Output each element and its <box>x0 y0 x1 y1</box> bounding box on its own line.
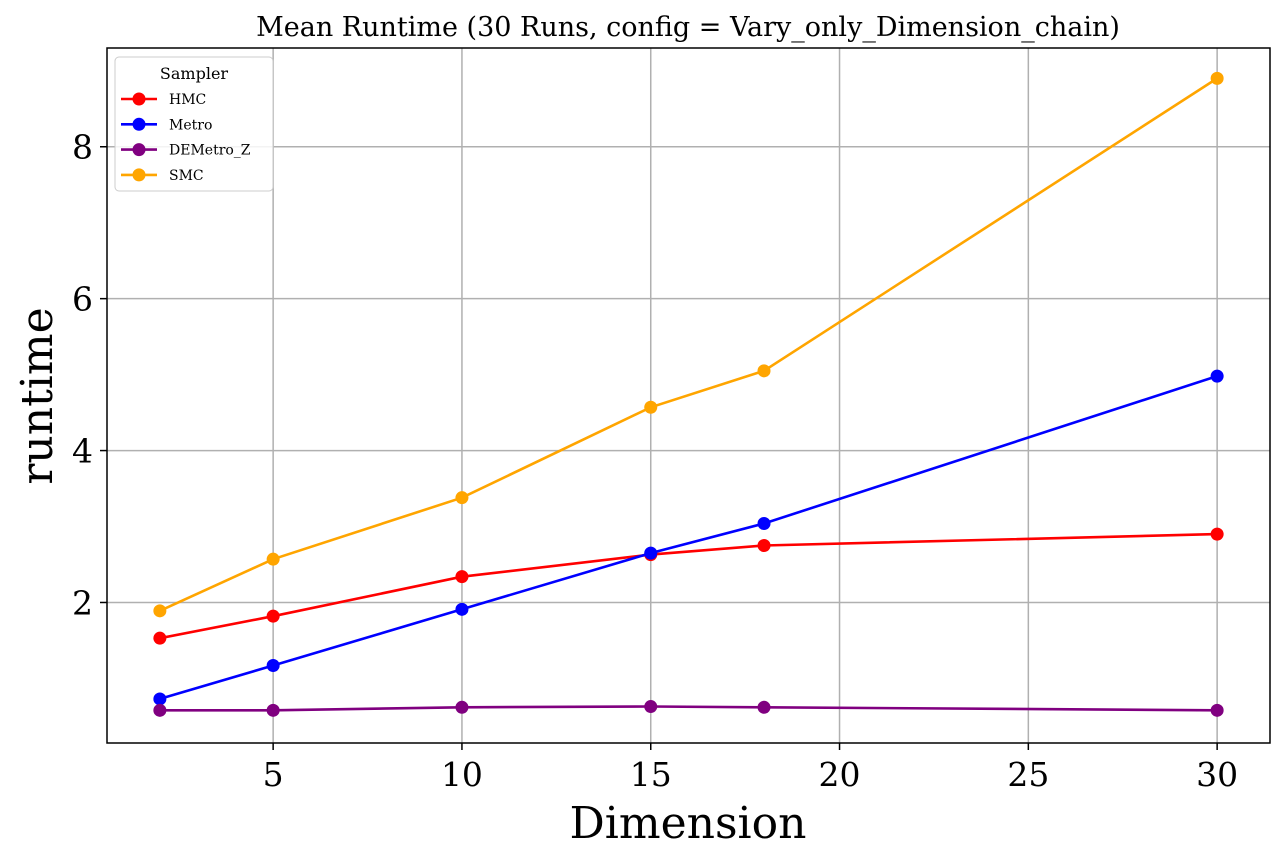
legend-marker <box>132 92 146 106</box>
data-point-demetro-z <box>153 703 167 717</box>
x-tick-label: 25 <box>1007 755 1049 794</box>
data-point-demetro-z <box>757 700 771 714</box>
data-point-smc <box>644 400 658 414</box>
legend-label: SMC <box>169 168 204 184</box>
data-point-metro <box>455 602 469 616</box>
x-tick-label: 15 <box>630 755 672 794</box>
legend-label: DEMetro_Z <box>169 143 251 159</box>
plot-frame <box>106 47 1271 744</box>
legend-item-smc: SMC <box>121 168 204 184</box>
data-point-demetro-z <box>266 703 280 717</box>
x-tick-label: 5 <box>263 755 284 794</box>
y-tick-label: 6 <box>72 280 93 319</box>
data-point-hmc <box>266 609 280 623</box>
legend-marker <box>132 143 146 157</box>
legend-box <box>114 56 274 192</box>
data-point-smc <box>153 604 167 618</box>
data-point-metro <box>757 516 771 530</box>
data-point-smc <box>1210 71 1224 85</box>
x-tick-label: 20 <box>819 755 861 794</box>
data-point-hmc <box>455 570 469 584</box>
data-point-demetro-z <box>455 700 469 714</box>
data-point-hmc <box>153 631 167 645</box>
chart-title: Mean Runtime (30 Runs, config = Vary_onl… <box>256 12 1120 43</box>
y-tick-label: 4 <box>72 432 93 471</box>
series-line-smc <box>159 77 1218 612</box>
legend-marker <box>132 168 146 182</box>
series-line-metro <box>159 374 1218 701</box>
data-point-metro <box>266 659 280 673</box>
y-tick-label: 2 <box>72 583 93 622</box>
x-axis-label: Dimension <box>570 798 807 849</box>
series-smc <box>153 71 1224 618</box>
y-axis-label: runtime <box>12 307 63 484</box>
data-point-smc <box>266 552 280 566</box>
legend-label: HMC <box>169 92 206 108</box>
legend-item-hmc: HMC <box>121 92 206 108</box>
legend-label: Metro <box>169 117 212 133</box>
data-point-smc <box>757 364 771 378</box>
data-point-demetro-z <box>644 700 658 714</box>
series-line-hmc <box>159 532 1218 640</box>
data-point-metro <box>1210 369 1224 383</box>
series-metro <box>153 369 1224 706</box>
legend-marker <box>132 117 146 131</box>
tick-layer: 5 10 15 20 25 30 2 4 6 8 <box>72 128 1238 794</box>
data-point-smc <box>455 491 469 505</box>
legend: Sampler HMC Metro DEMetro_Z SMC <box>114 56 274 192</box>
data-point-hmc <box>757 539 771 553</box>
x-tick-label: 10 <box>441 755 483 794</box>
data-point-hmc <box>1210 527 1224 541</box>
legend-item-demetro-z: DEMetro_Z <box>121 143 251 159</box>
series-demetro-z <box>153 700 1224 717</box>
y-tick-label: 8 <box>72 128 93 167</box>
data-point-metro <box>153 692 167 706</box>
data-point-metro <box>644 546 658 560</box>
x-tick-label: 30 <box>1196 755 1238 794</box>
grid-lines <box>107 48 1270 743</box>
series-line-demetro-z <box>159 705 1218 712</box>
data-point-demetro-z <box>1210 703 1224 717</box>
legend-title: Sampler <box>160 64 229 83</box>
series-layer <box>153 71 1224 717</box>
legend-item-metro: Metro <box>121 117 212 133</box>
